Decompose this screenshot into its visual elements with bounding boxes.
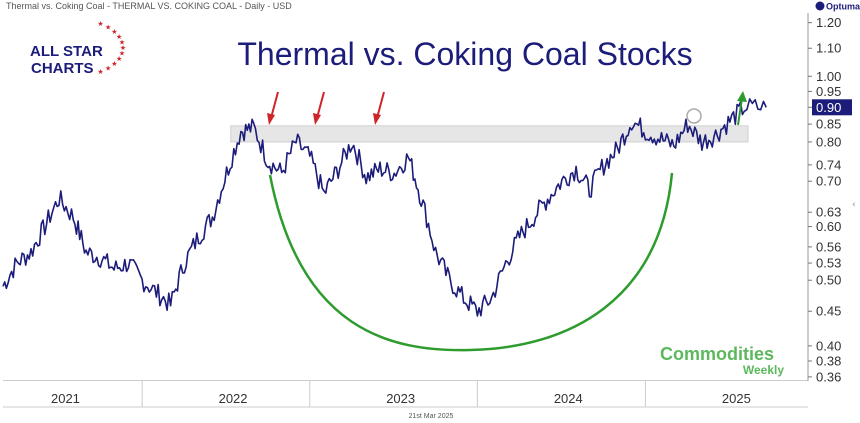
x-tick-label: 2021 xyxy=(51,391,80,406)
watermark-line1: Commodities xyxy=(660,344,774,364)
red-arrow-2 xyxy=(313,91,325,125)
y-tick-label: 0.50 xyxy=(816,273,841,288)
y-tick-label: 1.10 xyxy=(816,41,841,56)
y-tick-label: 0.63 xyxy=(816,205,841,220)
watermark-line2: Weekly xyxy=(743,363,784,377)
y-tick-label: 0.70 xyxy=(816,174,841,189)
y-tick-label: 0.36 xyxy=(816,369,841,384)
all-star-charts-logo: ★ ★★★★★★★★★★ ALL STAR CHARTS xyxy=(30,20,126,77)
price-line xyxy=(2,98,767,317)
y-tick-label: 0.53 xyxy=(816,256,841,271)
y-tick-label: 0.45 xyxy=(816,304,841,319)
y-tick-label: 0.85 xyxy=(816,117,841,132)
logo-star-icon: ★ xyxy=(111,28,117,36)
plot-area xyxy=(3,13,808,381)
last-price-label: 0.90 xyxy=(816,100,841,115)
red-arrow-3 xyxy=(373,91,385,125)
x-tick-label: 2024 xyxy=(554,391,583,406)
logo-star-icon: ★ xyxy=(119,38,125,46)
logo-line2: CHARTS xyxy=(31,60,94,77)
y-tick-label: 1.00 xyxy=(816,69,841,84)
logo-star-icon: ★ xyxy=(119,50,125,58)
footer-date: 21st Mar 2025 xyxy=(409,413,454,420)
commodities-weekly-watermark: Commodities Weekly xyxy=(660,344,784,377)
breakout-arrow xyxy=(737,91,747,126)
last-price-badge xyxy=(812,99,852,116)
y-axis: 1.20 1.10 1.000.950.90 0.85 0.80 0.74 0.70 0.63… xyxy=(808,15,852,384)
optuma-brand-text: Optuma xyxy=(826,2,860,12)
resistance-zone xyxy=(230,125,749,143)
y-tick-label: 0.38 xyxy=(816,353,841,368)
y-tick-label: 0.60 xyxy=(816,219,841,234)
chart-header-symbol: Thermal vs. Coking Coal - THERMAL VS. CO… xyxy=(6,1,292,11)
axis-collapse-chevron-icon[interactable]: ‹ xyxy=(852,200,856,210)
last-price-marker xyxy=(686,108,702,124)
y-tick-label: 0.74 xyxy=(816,157,841,172)
logo-star-icon: ★ xyxy=(120,44,126,52)
optuma-logo: Optuma xyxy=(815,1,860,12)
logo-line1: ALL STAR xyxy=(30,43,103,60)
x-tick-label: 2023 xyxy=(386,391,415,406)
logo-star-icon: ★ xyxy=(116,33,122,41)
chart-title: Thermal vs. Coking Coal Stocks xyxy=(237,36,692,72)
logo-star-icon: ★ xyxy=(97,68,103,76)
y-tick-label: 0.56 xyxy=(816,239,841,254)
y-tick-label: 1.20 xyxy=(816,15,841,30)
logo-star-icon: ★ xyxy=(105,64,111,72)
x-tick-label: 2022 xyxy=(219,391,248,406)
y-tick-label: 0.80 xyxy=(816,134,841,149)
x-axis: 2021 2022 2023 2024 2025 xyxy=(51,381,751,407)
red-arrow-1 xyxy=(267,91,279,125)
y-tick-label: 0.40 xyxy=(816,338,841,353)
resistance-test-arrows xyxy=(267,91,385,125)
logo-stars-ring: ★ ★★★★★★★★★★ xyxy=(97,20,126,76)
x-tick-label: 2025 xyxy=(722,391,751,406)
logo-star-icon: ★ xyxy=(105,24,111,32)
optuma-logo-icon xyxy=(815,1,825,11)
price-series xyxy=(2,98,767,317)
logo-star-icon: ★ xyxy=(116,55,122,63)
logo-star-icon: ★ xyxy=(111,60,117,68)
rounding-bottom-arc xyxy=(268,172,674,352)
logo-star-icon: ★ xyxy=(97,20,103,28)
x-axis-band xyxy=(3,381,808,407)
y-tick-label: 0.95 xyxy=(816,84,841,99)
